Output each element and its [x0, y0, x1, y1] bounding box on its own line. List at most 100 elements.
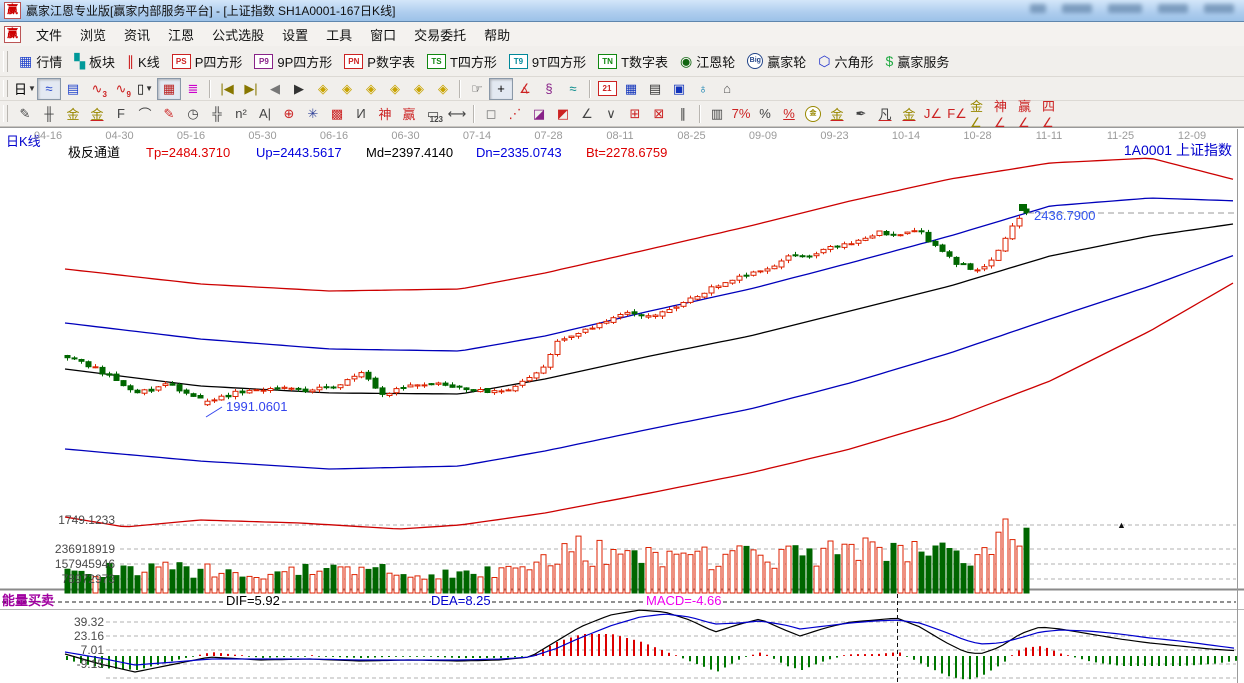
stats-bars-icon[interactable]: ▥: [705, 103, 729, 125]
page-left-icon[interactable]: ◀: [263, 78, 287, 100]
percent-under-icon[interactable]: %: [777, 103, 801, 125]
9p-square-button[interactable]: P9 9P四方形: [248, 49, 338, 74]
si-angle-icon[interactable]: 四∠: [1041, 99, 1065, 130]
move-diamond-icon[interactable]: ◈: [431, 78, 455, 100]
calendar-icon[interactable]: 21: [595, 78, 619, 100]
gann-fan-icon[interactable]: ⋰: [503, 103, 527, 125]
fan-box-red-icon[interactable]: ◩: [551, 103, 575, 125]
period-day-selector[interactable]: 日 ▼: [13, 78, 37, 100]
gold-line-icon[interactable]: 金: [825, 103, 849, 125]
gold-grid-icon[interactable]: 金: [61, 103, 85, 125]
winner-wheel-button[interactable]: Big 赢家轮: [741, 49, 812, 74]
angle-measure-icon[interactable]: ∡: [513, 78, 537, 100]
percent-line-icon[interactable]: 7%: [729, 103, 753, 125]
p-table-button[interactable]: PN P数字表: [338, 49, 421, 74]
expand-all-diamond-icon[interactable]: ◈: [407, 78, 431, 100]
menu-2[interactable]: 资讯: [124, 27, 151, 43]
price-grid-icon[interactable]: ⊞: [623, 103, 647, 125]
compress-diamond-icon[interactable]: ◈: [383, 78, 407, 100]
grid-dense-icon[interactable]: ╬: [205, 103, 229, 125]
p-square-button[interactable]: PS P四方形: [166, 49, 249, 74]
sectors-button[interactable]: ▚ 板块: [68, 49, 121, 74]
menu-0[interactable]: 文件: [36, 27, 63, 43]
fan-box-purple-icon[interactable]: ◪: [527, 103, 551, 125]
n-square-icon[interactable]: n²: [229, 103, 253, 125]
symbol-label[interactable]: 1A0001 上证指数: [1123, 142, 1232, 158]
kline-chart-canvas[interactable]: ▲: [0, 128, 1244, 683]
grid-lines-icon[interactable]: ╫: [37, 103, 61, 125]
wave-v-icon[interactable]: ∨: [599, 103, 623, 125]
menu-8[interactable]: 交易委托: [414, 27, 467, 43]
parallel-lines-icon[interactable]: ∥: [671, 103, 695, 125]
menu-9[interactable]: 帮助: [484, 27, 511, 43]
zigzag-icon[interactable]: И: [349, 103, 373, 125]
volume-profile-icon[interactable]: ≣: [181, 78, 205, 100]
t-table-button[interactable]: TN T数字表: [592, 49, 674, 74]
kline-button[interactable]: ∥ K线: [121, 49, 166, 74]
ink-brush-icon[interactable]: ✒: [849, 103, 873, 125]
circle-cross-icon[interactable]: ⊕: [277, 103, 301, 125]
web-icon[interactable]: ♁: [691, 78, 715, 100]
red-pencil-icon[interactable]: ✎: [157, 103, 181, 125]
jump-first-icon[interactable]: |◀: [215, 78, 239, 100]
width-measure-icon[interactable]: ⟷: [445, 103, 469, 125]
period-label[interactable]: 日K线: [6, 134, 41, 149]
fan-av-icon[interactable]: 凡: [873, 103, 897, 125]
arc-grid-icon[interactable]: ⌒: [133, 103, 157, 125]
shift-right-diamond-icon[interactable]: ◈: [335, 78, 359, 100]
gann-shape-icon[interactable]: §: [537, 78, 561, 100]
price-grid-arrow-icon[interactable]: ⊠: [647, 103, 671, 125]
menu-6[interactable]: 工具: [326, 27, 353, 43]
chart-area[interactable]: ▲ 日K线 04-16 04-30 05-16 05-30 06-16 06-30 07-1…: [0, 127, 1244, 683]
page-right-icon[interactable]: ▶: [287, 78, 311, 100]
ruler-123-icon[interactable]: ▭ 123: [426, 105, 443, 124]
jump-last-icon[interactable]: ▶|: [239, 78, 263, 100]
f-angle-icon[interactable]: F∠: [945, 103, 969, 125]
ying-tool-icon[interactable]: 赢: [397, 103, 421, 125]
spider-web-icon[interactable]: ✳: [301, 103, 325, 125]
expand-h-diamond-icon[interactable]: ◈: [359, 78, 383, 100]
candle-style-selector[interactable]: ▯ ▼: [136, 80, 154, 96]
hand-pan-icon[interactable]: ☞: [465, 78, 489, 100]
f-grid-icon[interactable]: F: [109, 103, 133, 125]
rect-tool-icon[interactable]: ◻: [479, 103, 503, 125]
save-icon[interactable]: ▣: [667, 78, 691, 100]
service-button[interactable]: $ 赢家服务: [880, 49, 956, 74]
a-line-icon[interactable]: A|: [253, 103, 277, 125]
menu-5[interactable]: 设置: [282, 27, 309, 43]
macd-indicator-name[interactable]: 能量买卖: [2, 593, 55, 608]
rays-icon[interactable]: ∠: [575, 103, 599, 125]
hexagon-button[interactable]: ⬡ 六角形: [812, 49, 879, 74]
quotes-button[interactable]: ▦ 行情: [13, 49, 68, 74]
pencil-tool-icon[interactable]: ✎: [13, 103, 37, 125]
j-angle-icon[interactable]: J∠: [921, 103, 945, 125]
wave-fit-icon[interactable]: ≈: [561, 78, 585, 100]
menu-3[interactable]: 江恩: [168, 27, 195, 43]
wave-9-icon[interactable]: ∿ 9: [115, 80, 131, 99]
notes-icon[interactable]: ▤: [643, 78, 667, 100]
computer-icon[interactable]: ⌂: [715, 78, 739, 100]
gold-circle-icon[interactable]: 金: [801, 103, 825, 125]
web-box-icon[interactable]: ▩: [325, 103, 349, 125]
wave-3-icon[interactable]: ∿ 3: [91, 80, 107, 99]
gold-strike-icon[interactable]: 金: [897, 103, 921, 125]
channel-indicator-icon[interactable]: ▦: [157, 77, 181, 100]
gold-grid2-icon[interactable]: 金: [85, 103, 109, 125]
crosshair-icon[interactable]: +: [489, 77, 513, 100]
gann-wheel-button[interactable]: ◉ 江恩轮: [674, 49, 741, 74]
gold-angle-icon[interactable]: 金∠: [969, 99, 993, 130]
shen-tool-icon[interactable]: 神: [373, 103, 397, 125]
info-report-icon[interactable]: ▤: [61, 78, 85, 100]
shift-left-diamond-icon[interactable]: ◈: [311, 78, 335, 100]
indicator-name[interactable]: 极反通道: [68, 145, 121, 160]
time-circle-icon[interactable]: ◷: [181, 103, 205, 125]
trend-lines-icon[interactable]: ≈: [37, 77, 61, 100]
9t-square-button[interactable]: T9 9T四方形: [503, 49, 592, 74]
shen-angle-icon[interactable]: 神∠: [993, 99, 1017, 130]
percent-icon[interactable]: %: [753, 103, 777, 125]
calculator-icon[interactable]: ▦: [619, 78, 643, 100]
menu-1[interactable]: 浏览: [80, 27, 107, 43]
menu-7[interactable]: 窗口: [370, 27, 397, 43]
t-square-button[interactable]: TS T四方形: [421, 49, 503, 74]
ying-angle-icon[interactable]: 赢∠: [1017, 99, 1041, 130]
